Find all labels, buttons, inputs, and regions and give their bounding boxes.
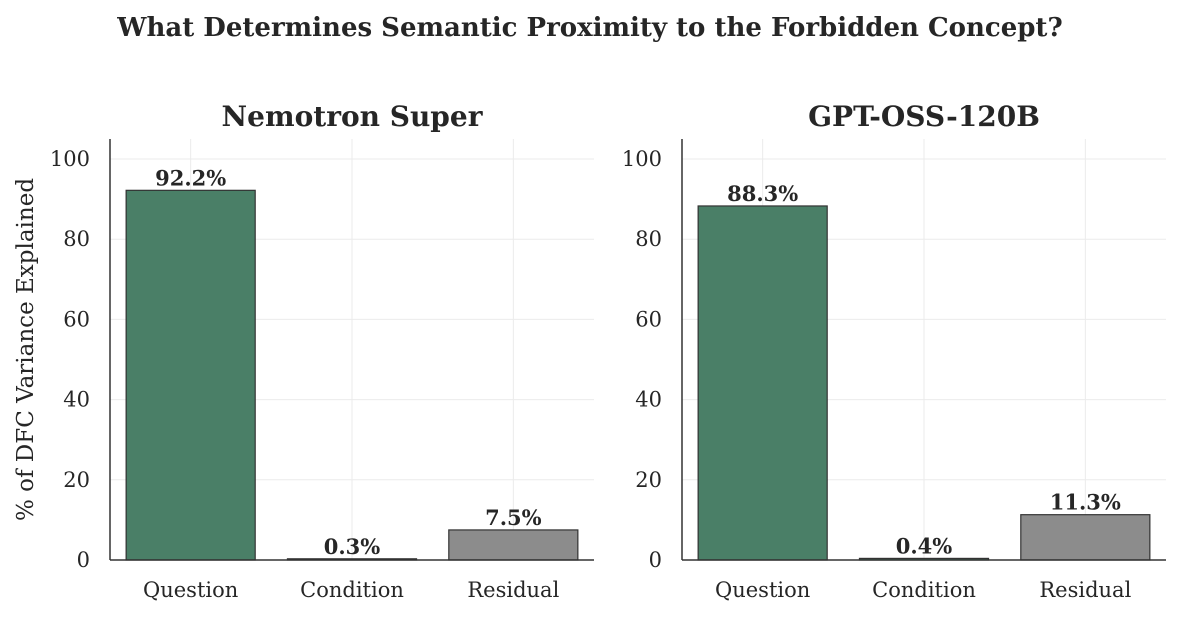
x-tick-label: Condition <box>300 578 404 602</box>
panel-title: Nemotron Super <box>222 100 484 133</box>
panel-nemotron-super: 92.2% 0.3% 7.5% 0 20 40 60 80 100 Question Conditi… <box>13 100 594 602</box>
bar-value-label: 7.5% <box>485 505 542 530</box>
bar-value-label: 88.3% <box>727 181 798 206</box>
y-tick-label: 40 <box>63 388 90 412</box>
x-tick-label: Residual <box>467 578 559 602</box>
y-tick-label: 60 <box>635 307 662 331</box>
bar-question <box>697 205 828 561</box>
y-tick-label: 100 <box>622 147 662 171</box>
y-tick-label: 80 <box>63 227 90 251</box>
y-tick-label: 40 <box>635 388 662 412</box>
bar-residual <box>1020 514 1151 561</box>
y-tick-label: 80 <box>635 227 662 251</box>
y-tick-label: 0 <box>649 548 662 572</box>
x-tick-label: Residual <box>1039 578 1131 602</box>
bar-value-label: 0.3% <box>324 534 381 559</box>
y-tick-label: 100 <box>50 147 90 171</box>
y-tick-label: 20 <box>63 468 90 492</box>
figure-suptitle: What Determines Semantic Proximity to th… <box>116 13 1062 43</box>
bar-question <box>125 189 256 561</box>
bar-value-label: 92.2% <box>155 165 226 190</box>
x-tick-label: Condition <box>872 578 976 602</box>
x-tick-label: Question <box>715 578 810 602</box>
y-tick-label: 0 <box>77 548 90 572</box>
bar-value-label: 11.3% <box>1050 490 1121 515</box>
y-axis-label: % of DFC Variance Explained <box>13 178 39 521</box>
panel-title: GPT-OSS-120B <box>808 100 1040 133</box>
bar-residual <box>448 529 579 561</box>
y-tick-label: 20 <box>635 468 662 492</box>
panel-gpt-oss-120b: 88.3% 0.4% 11.3% 0 20 40 60 80 100 Question Condit… <box>622 100 1166 602</box>
bar-value-label: 0.4% <box>896 533 953 558</box>
x-tick-label: Question <box>143 578 238 602</box>
y-tick-label: 60 <box>63 307 90 331</box>
